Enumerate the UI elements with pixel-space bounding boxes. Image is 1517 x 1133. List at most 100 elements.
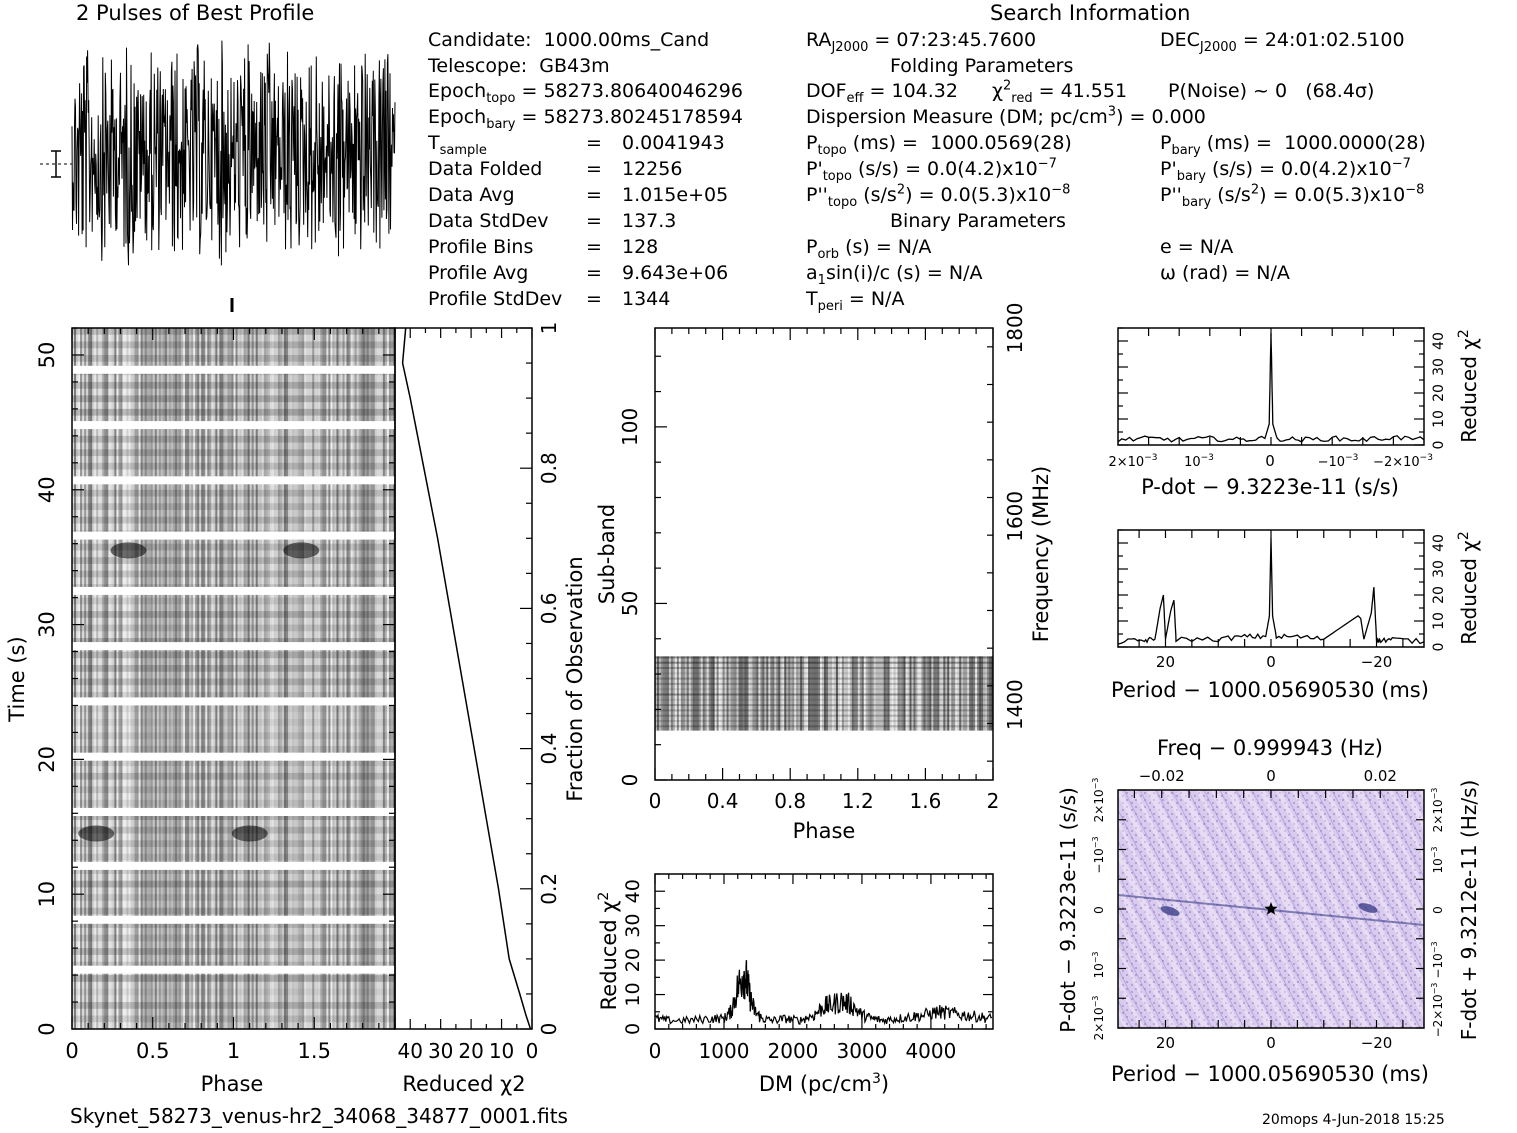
y2-tick-label: 10: [1431, 410, 1447, 428]
heatmap-row-shade: [72, 948, 395, 955]
tperi-row: Tperi = N/A: [806, 288, 905, 314]
subband-column: [784, 656, 787, 731]
omega-row: ω (rad) = N/A: [1160, 262, 1290, 284]
y2-tick-label: 0.2: [537, 873, 561, 905]
ridge-streak: [1275, 790, 1401, 1028]
subband-column: [656, 656, 660, 731]
heatmap-column: [251, 328, 254, 1029]
heatmap-column: [229, 328, 232, 1029]
dec-row: DECJ2000 = 24:01:02.5100: [1160, 29, 1405, 55]
subband-row-shade: [655, 682, 993, 685]
subband-column: [690, 656, 694, 731]
heatmap-column: [193, 328, 196, 1029]
heatmap-column: [195, 328, 198, 1029]
heatmap-column: [300, 328, 303, 1029]
ridge-streak: [1226, 790, 1354, 1028]
subband-column: [917, 656, 920, 731]
heatmap-column: [148, 328, 152, 1029]
x-tick-label: 0.8: [774, 789, 806, 813]
heatmap-column: [338, 328, 341, 1029]
subband-column: [740, 656, 743, 731]
ridge-streak: [1235, 790, 1357, 1028]
heatmap-column: [279, 328, 283, 1029]
subband-row-shade: [655, 714, 993, 717]
heatmap-row-shade: [72, 516, 395, 524]
heatmap-column: [187, 328, 190, 1029]
ppdot-ytick: 2×10−3: [1091, 778, 1106, 823]
subband-column: [891, 656, 894, 731]
dm-frame: [654, 873, 994, 1030]
heatmap-row-shade: [72, 799, 395, 807]
folding-title: Folding Parameters: [890, 55, 1074, 77]
subband-column: [678, 656, 682, 731]
profile-stddev-value: 1344: [622, 288, 671, 310]
ridge-streak: [1132, 790, 1256, 1028]
subband-column: [818, 656, 821, 731]
heatmap-column: [183, 328, 186, 1029]
heatmap-row-shade: [72, 988, 395, 996]
subband-column: [738, 656, 741, 731]
dark-patch: [283, 542, 320, 559]
heatmap-row-shade: [72, 691, 395, 699]
heatmap-column: [84, 328, 87, 1029]
p-topo-row: Ptopo (ms) = 1000.0569(28): [806, 132, 1072, 158]
heatmap-column: [201, 328, 204, 1029]
ridge-streak: [1146, 790, 1274, 1028]
period-ylabel: Reduced χ2: [1456, 531, 1481, 645]
heatmap-row-shade: [72, 408, 395, 416]
heatmap-column: [112, 328, 115, 1029]
heatmap-column: [92, 328, 95, 1029]
subband-row-shade: [655, 667, 993, 669]
heatmap-column: [241, 328, 244, 1029]
heatmap-column: [189, 328, 192, 1029]
heatmap-column: [342, 328, 345, 1029]
y2-tick-label: 0.8: [537, 452, 561, 484]
subband-column: [668, 656, 672, 731]
subband-column: [812, 656, 815, 731]
subband-row-shade: [655, 725, 993, 728]
subband-column: [899, 656, 902, 731]
pnoise-row: P(Noise) ~ 0 (68.4σ): [1168, 80, 1375, 102]
heatmap-row-shade: [72, 354, 395, 362]
data-folded-value: 12256: [622, 158, 683, 180]
subband-column: [754, 656, 757, 731]
heatmap-row-shade: [72, 745, 395, 753]
heatmap-row-shade: [72, 381, 395, 389]
subband-column: [869, 656, 873, 731]
subband-column: [861, 656, 865, 731]
heatmap-column: [142, 328, 145, 1029]
subband-column: [873, 656, 876, 731]
x-tick-label: 20: [1156, 1034, 1175, 1052]
ridge-streak: [1388, 790, 1424, 862]
y2-tick-label: 20: [1431, 586, 1447, 604]
y2-tick-label: 1600: [1003, 491, 1027, 542]
period-plot: 20 0 −20 0 10 20 30 40 Period − 1000.05690530 …: [1111, 529, 1481, 702]
ridge-streak: [1291, 790, 1417, 1028]
x-tick-label: 3000: [836, 1039, 887, 1063]
pdot-topo-row: P'topo (s/s) = 0.0(4.2)x10−7: [806, 156, 1057, 184]
heatmap-column: [122, 328, 125, 1029]
pdot-tick-label: 0: [1265, 452, 1275, 470]
ridge-streak: [1118, 790, 1241, 1028]
subband-column: [655, 656, 658, 731]
chi2red-row: χ2red = 41.551: [992, 78, 1128, 106]
heatmap-row-shade: [72, 678, 395, 686]
ridge-streak: [980, 790, 1100, 1028]
heatmap-column: [164, 328, 168, 1029]
heatmap-row-shade: [72, 921, 395, 928]
heatmap-row-shade: [72, 718, 395, 726]
heatmap-column: [116, 328, 119, 1029]
data-avg-value: 1.015e+05: [622, 184, 729, 206]
y2-tick-label: 20: [1431, 384, 1447, 402]
heatmap-column: [197, 328, 200, 1029]
subband-column: [959, 656, 962, 731]
subband-column: [921, 656, 924, 731]
profile-error-bar: [40, 150, 72, 178]
heatmap-column: [372, 328, 376, 1029]
fdot-ytick: 10−3: [1430, 846, 1445, 873]
data-gap: [72, 642, 395, 651]
period-line: [1117, 537, 1425, 645]
subband-column: [764, 656, 767, 731]
heatmap-column: [162, 328, 166, 1029]
heatmap-column: [334, 328, 337, 1029]
